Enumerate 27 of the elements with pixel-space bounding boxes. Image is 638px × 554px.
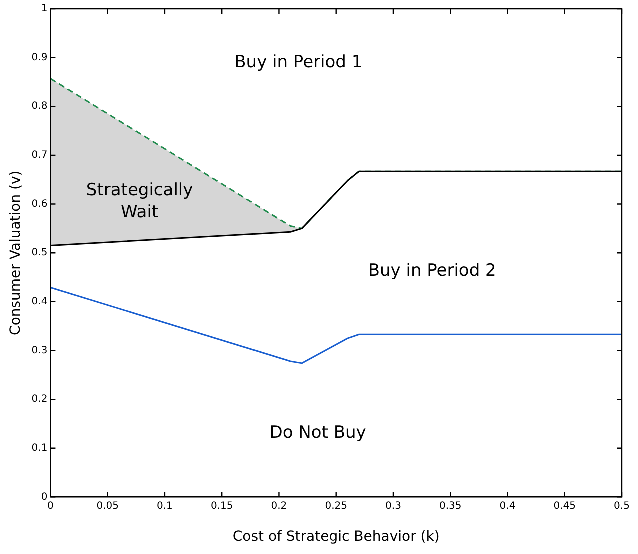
y-axis-title: Consumer Valuation (v) bbox=[8, 170, 24, 336]
annotation: Do Not Buy bbox=[270, 423, 366, 444]
annotation: Buy in Period 2 bbox=[368, 261, 496, 282]
x-tick-label: 0.25 bbox=[325, 500, 348, 512]
x-tick-label: 0.05 bbox=[96, 500, 119, 512]
y-tick-label: 0.7 bbox=[32, 150, 48, 162]
y-tick-label: 0.1 bbox=[32, 442, 48, 454]
x-tick-label: 0.3 bbox=[386, 500, 402, 512]
y-tick-label: 0.2 bbox=[32, 394, 48, 406]
y-tick-label: 0.3 bbox=[32, 345, 48, 356]
y-tick-label: 0.5 bbox=[32, 248, 48, 259]
y-tick-label: 0.8 bbox=[32, 101, 48, 112]
y-tick-label: 0.4 bbox=[32, 296, 48, 308]
x-tick-label: 0.5 bbox=[614, 500, 630, 512]
y-tick-label: 1 bbox=[41, 4, 48, 15]
x-tick-label: 0.45 bbox=[554, 500, 576, 512]
x-tick-label: 0.2 bbox=[271, 500, 288, 512]
annotation: Buy in Period 1 bbox=[234, 52, 363, 73]
x-tick-label: 0.35 bbox=[439, 500, 462, 512]
x-tick-label: 0.15 bbox=[210, 500, 234, 512]
y-tick-label: 0 bbox=[41, 492, 48, 503]
x-tick-label: 0.4 bbox=[500, 500, 516, 512]
y-tick-label: 0.9 bbox=[32, 52, 48, 64]
annotation: Strategically Wait bbox=[86, 180, 194, 222]
x-tick-label: 0.1 bbox=[157, 500, 173, 512]
x-axis-title: Cost of Strategic Behavior (k) bbox=[232, 529, 440, 546]
y-tick-label: 0.6 bbox=[32, 198, 48, 210]
